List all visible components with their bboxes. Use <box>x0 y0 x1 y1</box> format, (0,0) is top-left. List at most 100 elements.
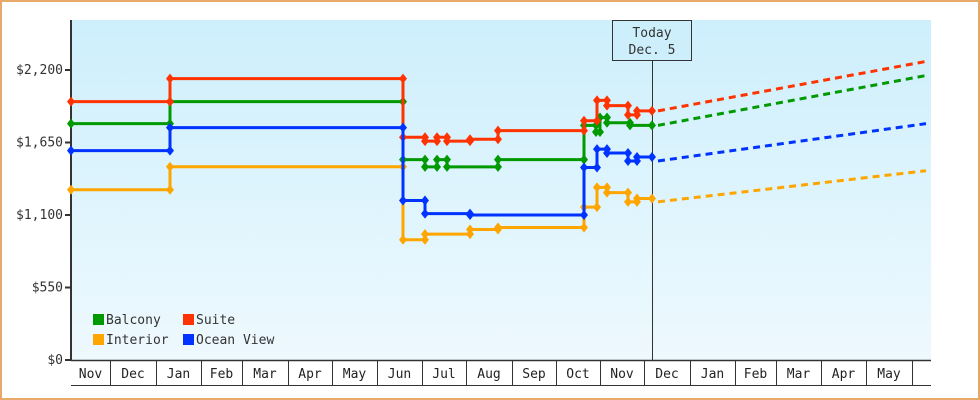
data-point-marker[interactable] <box>593 115 601 126</box>
legend-item-balcony[interactable]: Balcony <box>93 313 161 328</box>
legend-swatch <box>93 334 104 345</box>
data-point-marker[interactable] <box>603 100 611 111</box>
data-point-marker[interactable] <box>466 210 474 220</box>
data-point-marker[interactable] <box>633 105 641 116</box>
x-month-label: Feb <box>744 367 768 382</box>
x-month-label: Sep <box>522 367 546 382</box>
data-point-marker[interactable] <box>633 193 641 204</box>
today-date: Dec. 5 <box>629 43 676 58</box>
legend-label: Interior <box>106 333 169 348</box>
legend-item-suite[interactable]: Suite <box>183 313 235 328</box>
data-point-marker[interactable] <box>648 152 656 162</box>
data-point-marker[interactable] <box>67 96 75 107</box>
data-point-marker[interactable] <box>433 132 441 143</box>
y-tick-label: $1,100 <box>16 208 63 223</box>
data-point-marker[interactable] <box>603 95 611 106</box>
data-point-marker[interactable] <box>166 122 174 133</box>
today-box <box>612 20 692 61</box>
data-point-marker[interactable] <box>603 182 611 193</box>
data-point-marker[interactable] <box>443 154 451 165</box>
data-point-marker[interactable] <box>166 96 174 107</box>
x-month-label: Nov <box>79 367 103 382</box>
x-month-label: Dec <box>655 367 678 382</box>
data-point-marker[interactable] <box>593 162 601 173</box>
data-point-marker[interactable] <box>580 162 588 173</box>
data-point-marker[interactable] <box>580 210 588 220</box>
series-interior <box>67 161 927 245</box>
data-point-marker[interactable] <box>494 154 502 165</box>
data-point-marker[interactable] <box>624 187 632 198</box>
data-point-marker[interactable] <box>443 136 451 147</box>
data-point-marker[interactable] <box>593 182 601 193</box>
data-point-marker[interactable] <box>421 154 429 165</box>
data-point-marker[interactable] <box>624 109 632 120</box>
data-point-marker[interactable] <box>67 118 75 129</box>
y-axis: $0 $550 $1,100 $1,650 $2,200 <box>16 20 72 368</box>
y-tick-label: $2,200 <box>16 63 63 78</box>
data-point-marker[interactable] <box>67 184 75 195</box>
x-month-label: Jan <box>167 367 190 382</box>
data-point-marker[interactable] <box>166 73 174 84</box>
data-point-marker[interactable] <box>166 161 174 172</box>
x-month-label: Apr <box>832 367 856 382</box>
data-point-marker[interactable] <box>624 148 632 159</box>
data-point-marker[interactable] <box>433 161 441 172</box>
data-point-marker[interactable] <box>466 134 474 145</box>
today-label: Today <box>632 26 671 41</box>
data-point-marker[interactable] <box>494 161 502 172</box>
data-point-marker[interactable] <box>166 145 174 156</box>
data-point-marker[interactable] <box>421 234 429 245</box>
today-marker: Today Dec. 5 <box>612 20 692 360</box>
data-point-marker[interactable] <box>648 120 656 131</box>
data-point-marker[interactable] <box>596 126 604 137</box>
legend-swatch <box>183 314 194 325</box>
legend-swatch <box>183 334 194 345</box>
data-point-marker[interactable] <box>580 125 588 136</box>
x-month-label: Jan <box>701 367 724 382</box>
data-point-marker[interactable] <box>624 100 632 111</box>
data-point-marker[interactable] <box>443 161 451 172</box>
data-point-marker[interactable] <box>421 229 429 240</box>
data-point-marker[interactable] <box>593 95 601 106</box>
data-point-marker[interactable] <box>603 117 611 128</box>
data-point-marker[interactable] <box>624 155 632 166</box>
data-point-marker[interactable] <box>399 234 407 245</box>
data-point-marker[interactable] <box>626 120 634 131</box>
data-point-marker[interactable] <box>494 125 502 136</box>
data-point-marker[interactable] <box>466 224 474 235</box>
legend-label: Ocean View <box>196 333 274 348</box>
projection-line <box>657 59 927 113</box>
data-point-marker[interactable] <box>67 145 75 156</box>
data-point-marker[interactable] <box>421 195 429 206</box>
data-point-marker[interactable] <box>603 148 611 159</box>
data-point-marker[interactable] <box>166 184 174 195</box>
data-point-marker[interactable] <box>648 105 656 116</box>
y-tick-label: $550 <box>32 281 63 296</box>
data-point-marker[interactable] <box>580 115 588 126</box>
data-point-marker[interactable] <box>399 73 407 84</box>
data-point-marker[interactable] <box>421 161 429 172</box>
projection-line <box>657 169 927 204</box>
data-point-marker[interactable] <box>421 136 429 147</box>
data-point-marker[interactable] <box>580 154 588 165</box>
data-point-marker[interactable] <box>399 195 407 206</box>
legend-item-interior[interactable]: Interior <box>93 333 169 348</box>
data-point-marker[interactable] <box>603 187 611 198</box>
data-point-marker[interactable] <box>580 222 588 233</box>
data-point-marker[interactable] <box>494 222 502 233</box>
x-month-label: Aug <box>477 367 500 382</box>
data-point-marker[interactable] <box>603 112 611 123</box>
data-point-marker[interactable] <box>494 134 502 145</box>
data-point-marker[interactable] <box>399 122 407 133</box>
data-point-marker[interactable] <box>421 208 429 219</box>
data-point-marker[interactable] <box>648 193 656 204</box>
x-month-label: Jul <box>432 367 455 382</box>
data-point-marker[interactable] <box>593 202 601 213</box>
x-month-label: Dec <box>121 367 144 382</box>
data-point-marker[interactable] <box>433 154 441 165</box>
data-point-marker[interactable] <box>624 196 632 207</box>
legend-item-ocean-view[interactable]: Ocean View <box>183 333 274 348</box>
data-point-marker[interactable] <box>633 152 641 162</box>
series-lines <box>67 59 927 245</box>
data-point-marker[interactable] <box>593 144 601 155</box>
